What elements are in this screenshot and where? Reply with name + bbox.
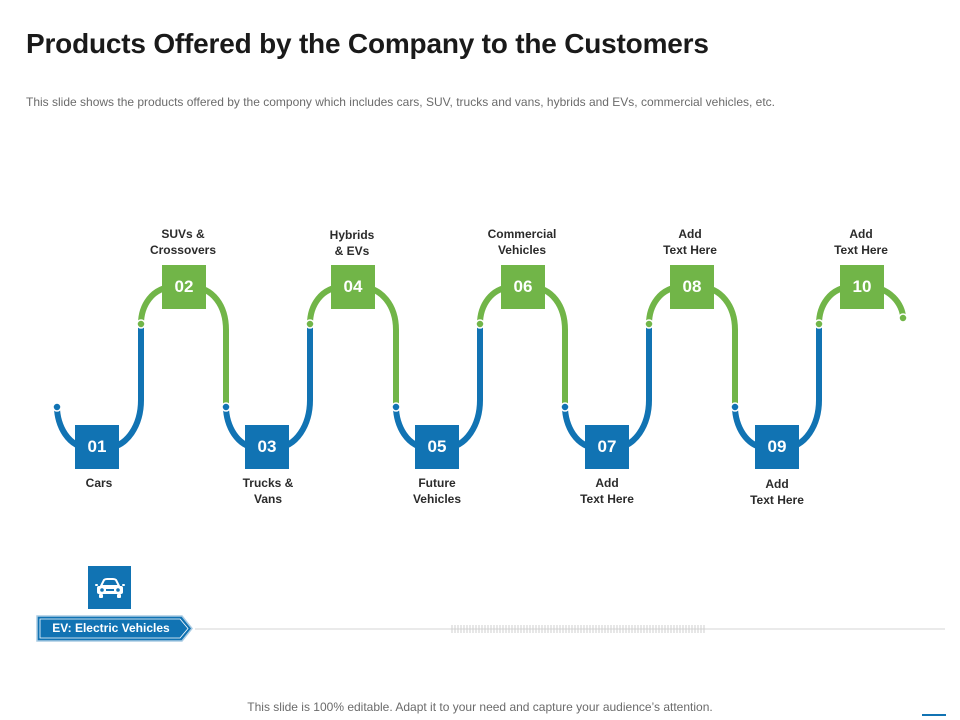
step-07-label-line2: Text Here xyxy=(580,492,634,506)
step-02-label-line2: Crossovers xyxy=(149,243,217,257)
step-04-label-line1: Hybrids xyxy=(329,228,375,242)
step-10-box: 10 xyxy=(840,265,884,309)
ev-tag-arrow-shape xyxy=(36,615,193,642)
step-04-box: 04 xyxy=(331,265,375,309)
step-09-label-line1: Add xyxy=(765,477,789,491)
step-10-label-line2: Text Here xyxy=(834,243,888,257)
step-08-label-line2: Text Here xyxy=(663,243,717,257)
step-05-label-line2: Vehicles xyxy=(412,492,462,506)
step-01-box: 01 xyxy=(75,425,119,469)
step-10-label: Add Text Here xyxy=(806,226,916,258)
step-03-label-line1: Trucks & xyxy=(242,476,294,490)
step-08-label-line1: Add xyxy=(678,227,702,241)
footer-note: This slide is 100% editable. Adapt it to… xyxy=(247,700,713,714)
step-01-label-line1: Cars xyxy=(85,476,113,490)
step-07-label: Add Text Here xyxy=(552,475,662,507)
step-06-label-line1: Commercial xyxy=(487,227,557,241)
step-08-label: Add Text Here xyxy=(635,226,745,258)
step-09-label: Add Text Here xyxy=(722,476,832,508)
slide-title: Products Offered by the Company to the C… xyxy=(26,28,709,59)
corner-accent-line xyxy=(922,714,946,716)
car-icon xyxy=(94,577,125,598)
step-06-label-line2: Vehicles xyxy=(497,243,547,257)
step-09-label-line2: Text Here xyxy=(750,493,804,507)
ev-legend-label: EV: Electric Vehicles xyxy=(52,621,170,635)
ev-legend-tag: EV: Electric Vehicles xyxy=(36,615,194,642)
step-03-label-line2: Vans xyxy=(253,492,283,506)
step-01-label: Cars xyxy=(44,475,154,491)
step-05-label: Future Vehicles xyxy=(382,475,492,507)
step-07-box: 07 xyxy=(585,425,629,469)
step-06-box: 06 xyxy=(501,265,545,309)
slide-subtitle: This slide shows the products offered by… xyxy=(26,95,776,109)
car-icon-box xyxy=(88,566,131,609)
step-10-label-line1: Add xyxy=(849,227,873,241)
step-04-label-line2: & EVs xyxy=(334,244,370,258)
step-09-box: 09 xyxy=(755,425,799,469)
step-02-label-line1: SUVs & xyxy=(161,227,205,241)
step-05-box: 05 xyxy=(415,425,459,469)
step-02-box: 02 xyxy=(162,265,206,309)
step-07-label-line1: Add xyxy=(595,476,619,490)
step-08-box: 08 xyxy=(670,265,714,309)
step-04-label: Hybrids & EVs xyxy=(297,227,407,259)
step-02-label: SUVs & Crossovers xyxy=(128,226,238,258)
step-05-label-line1: Future xyxy=(418,476,456,490)
step-03-box: 03 xyxy=(245,425,289,469)
step-06-label: Commercial Vehicles xyxy=(467,226,577,258)
step-03-label: Trucks & Vans xyxy=(213,475,323,507)
